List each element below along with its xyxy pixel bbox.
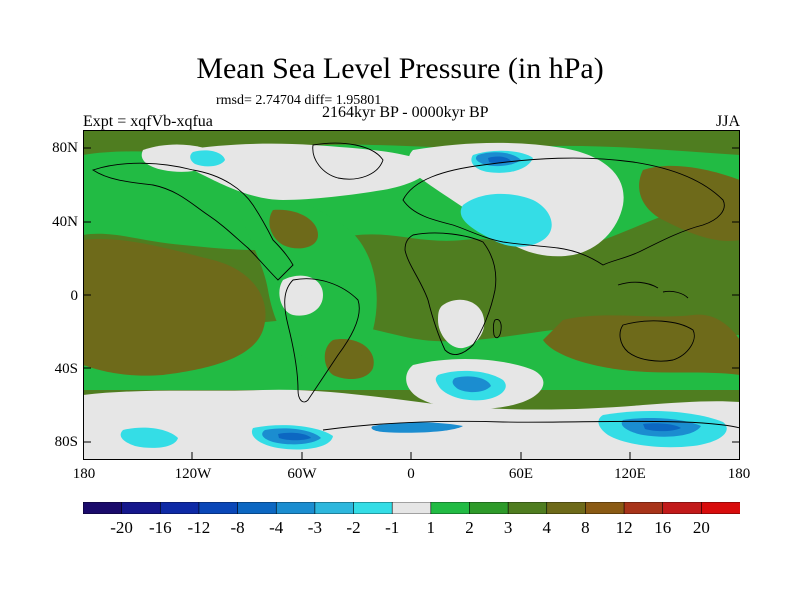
coastline-indonesia	[617, 281, 689, 299]
colorbar-label: 16	[654, 518, 672, 537]
colorbar-label: -16	[148, 518, 172, 537]
pressure-anomaly-map	[83, 130, 740, 460]
colorbar-label: -1	[385, 518, 400, 537]
coastline-north-america	[91, 162, 294, 281]
colorbar	[83, 502, 740, 514]
colorbar-label: 8	[581, 518, 590, 537]
colorbar-segment	[623, 502, 664, 514]
darkblue-region	[488, 156, 511, 164]
colorbar-label: -4	[269, 518, 284, 537]
brown-region	[543, 314, 740, 375]
brown-region	[324, 339, 374, 380]
cyan-region	[460, 193, 552, 247]
colorbar-segment	[469, 502, 509, 514]
blue-region	[452, 376, 491, 393]
colorbar-label: -8	[230, 518, 245, 537]
colorbar-segment	[391, 502, 432, 514]
experiment-label: Expt = xqfVb-xqfua	[83, 113, 213, 130]
lat-label: 80N	[52, 140, 78, 156]
coastline-antarctica	[322, 420, 740, 431]
colorbar-segment	[275, 502, 316, 514]
colorbar-label: -2	[346, 518, 361, 537]
rmsd-diff-stats: rmsd= 2.74704 diff= 1.95801	[216, 93, 382, 108]
brown-region	[269, 209, 318, 249]
map-frame	[83, 130, 740, 460]
lat-label: 80S	[54, 434, 78, 450]
lon-label: 180	[727, 466, 751, 482]
colorbar-label: -3	[307, 518, 322, 537]
brown-region	[639, 165, 740, 241]
colorbar-segment	[314, 502, 355, 514]
period-label: 2164kyr BP - 0000kyr BP	[322, 104, 489, 121]
colorbar-segment	[701, 502, 740, 514]
colorbar-segment	[507, 502, 548, 514]
colorbar-segment	[237, 502, 277, 514]
colorbar-segment	[662, 502, 702, 514]
colorbar-label: 1	[426, 518, 436, 537]
colorbar-label: -20	[110, 518, 133, 537]
colorbar-segment	[198, 502, 239, 514]
lon-label: 60E	[508, 466, 534, 482]
lat-label: 0	[70, 288, 79, 304]
colorbar-label: 20	[692, 518, 710, 537]
coastline-africa	[404, 232, 497, 356]
colorbar-label: -12	[187, 518, 211, 537]
map-frame-ticks	[83, 147, 740, 460]
brown-region	[83, 239, 266, 376]
colorbar-label: 12	[615, 518, 633, 537]
colorbar-label: 2	[465, 518, 474, 537]
grey-region	[279, 275, 323, 316]
grey-region	[181, 143, 430, 200]
grey-region	[438, 299, 485, 349]
cyan-region	[120, 427, 178, 448]
lon-label: 0	[407, 466, 415, 482]
blue-region	[371, 422, 463, 433]
colorbar-segment	[430, 502, 471, 514]
lon-label: 180	[72, 466, 96, 482]
chart-title: Mean Sea Level Pressure (in hPa)	[196, 52, 604, 85]
season-label: JJA	[715, 113, 740, 130]
coastline-eurasia	[402, 157, 725, 266]
lon-label: 60W	[287, 466, 317, 482]
darkblue-region	[278, 432, 311, 441]
colorbar-segment	[353, 502, 393, 514]
lon-label: 120W	[174, 466, 212, 482]
colorbar-segment	[585, 502, 625, 514]
colorbar-label: 3	[503, 518, 513, 537]
darkblue-region	[643, 423, 681, 432]
colorbar-segment	[546, 502, 587, 514]
lat-label: 40N	[52, 214, 78, 230]
cyan-region	[190, 150, 225, 167]
coastline-south-america	[284, 278, 360, 403]
colorbar-segment	[83, 502, 123, 514]
coastline-madagascar	[492, 319, 502, 339]
coastlines	[91, 142, 740, 431]
lon-label: 120E	[614, 466, 646, 482]
lat-label: 40S	[54, 361, 78, 377]
coastline-australia	[619, 320, 695, 362]
colorbar-label: 4	[542, 518, 552, 537]
colorbar-segment	[121, 502, 161, 514]
coastline-greenland	[312, 142, 384, 180]
colorbar-segment	[159, 502, 200, 514]
